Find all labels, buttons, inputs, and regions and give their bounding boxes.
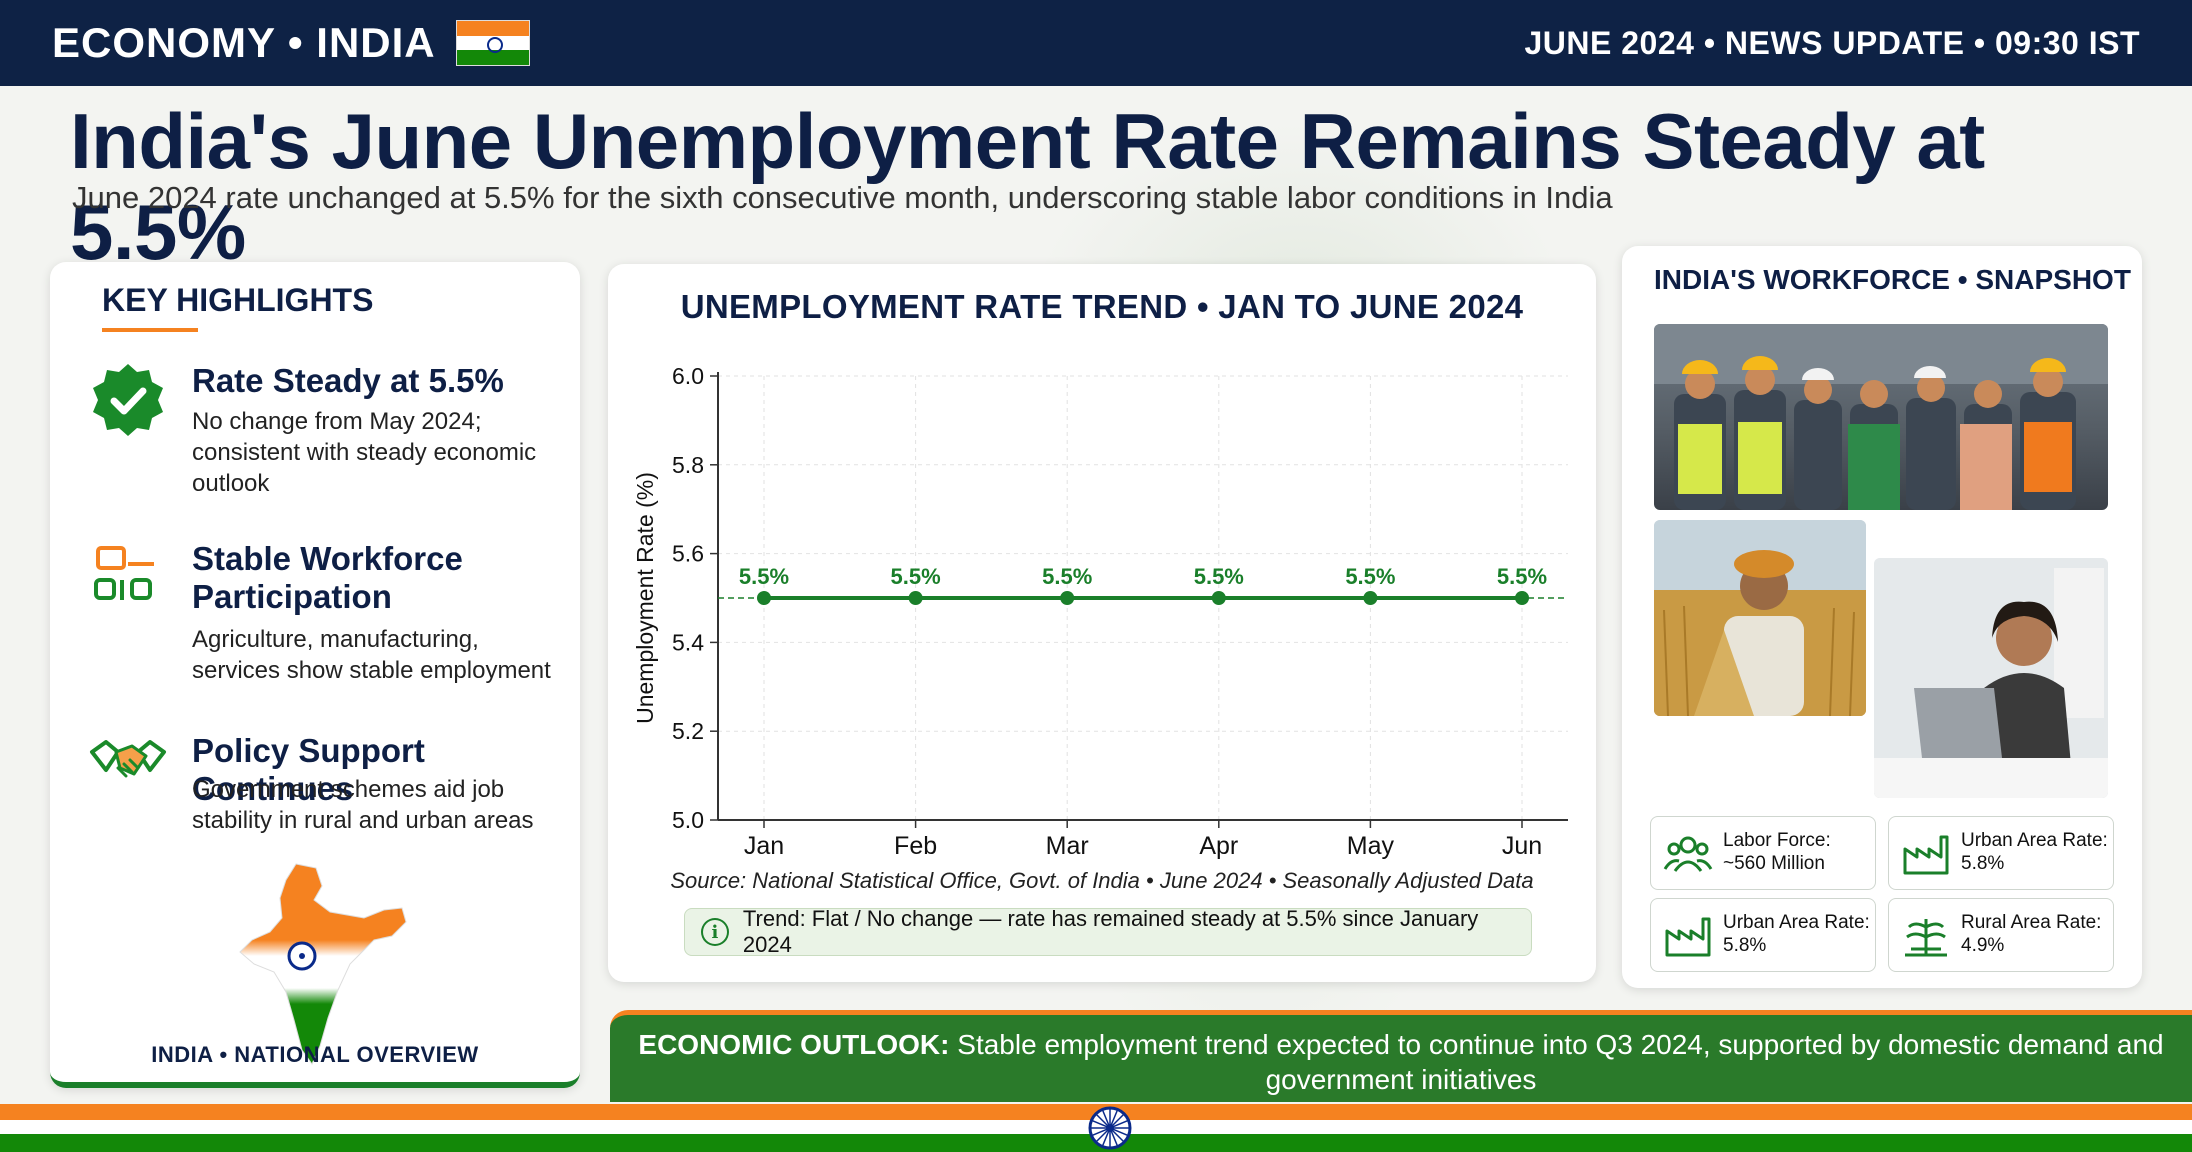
data-point [1363,591,1378,605]
x-tick-label: Jun [1502,832,1542,860]
data-label: 5.5% [891,564,941,589]
chart-source: Source: National Statistical Office, Gov… [670,868,1534,893]
ashoka-chakra-icon [1088,1106,1132,1150]
data-point [1515,591,1529,605]
page-subtitle: June 2024 rate unchanged at 5.5% for the… [72,180,1613,215]
highlight-title: Stable Workforce Participation [192,540,463,615]
workforce-card: INDIA'S WORKFORCE • SNAPSHOT [1622,246,2142,988]
data-label: 5.5% [1194,564,1244,589]
stat-value: 5.8% [1961,853,2005,874]
factory-icon [1903,835,1949,875]
factory-icon [1665,917,1711,957]
y-tick-label: 5.6 [672,541,704,567]
check-badge-icon [93,364,163,436]
highlight-title: Rate Steady at 5.5% [192,362,504,399]
section-label-text: ECONOMY • INDIA [52,19,436,66]
chart-card: 5.0 5.2 5.4 5.6 5.8 6.0 Jan Feb Mar Apr May Jun Unem… [608,264,1596,982]
stat-label: Rural Area Rate: [1961,912,2102,933]
outlook-banner: ECONOMIC OUTLOOK: Stable employment tren… [610,1010,2192,1102]
dateline: JUNE 2024 • NEWS UPDATE • 09:30 IST [1524,24,2140,61]
stat-text: Labor Force: ~560 Million [1723,829,1873,875]
stat-text: Rural Area Rate: 4.9% [1961,911,2111,957]
key-highlights-card: KEY HIGHLIGHTS Rate Steady at 5.5% No ch… [50,262,580,1088]
unemployment-line-chart: 5.0 5.2 5.4 5.6 5.8 6.0 Jan Feb Mar Apr May Jun Unem… [632,363,1568,860]
y-tick-label: 6.0 [672,363,704,389]
y-tick-label: 5.0 [672,807,704,833]
info-icon: i [701,918,729,946]
stat-card: Urban Area Rate: 5.8% [1888,816,2114,890]
y-axis-label: Unemployment Rate (%) [632,472,658,724]
data-label: 5.5% [1497,564,1547,589]
data-point [757,591,771,605]
workforce-icon [94,546,154,600]
highlight-description: No change from May 2024; consistent with… [192,408,537,497]
people-icon [1663,836,1713,872]
stat-label: Labor Force: [1723,830,1831,851]
data-label: 5.5% [1042,564,1092,589]
stat-label: Urban Area Rate: [1961,830,2108,851]
top-bar: ECONOMY • INDIA JUNE 2024 • NEWS UPDATE … [0,0,2192,86]
stat-text: Urban Area Rate: 5.8% [1723,911,1873,957]
data-label: 5.5% [1345,564,1395,589]
stat-card: Labor Force: ~560 Million [1650,816,1876,890]
highlight-title: Policy Support Continues [192,732,425,807]
trend-note: i Trend: Flat / No change — rate has rem… [684,906,1532,957]
workforce-title: INDIA'S WORKFORCE • SNAPSHOT [1654,264,2131,295]
x-tick-label: Jan [744,832,784,860]
x-tick-label: Apr [1199,832,1238,860]
highlight-description: Agriculture, manufacturing, services sho… [192,626,551,684]
india-flag-icon [455,20,530,66]
map-caption: INDIA • NATIONAL OVERVIEW [151,1042,479,1067]
stat-value: 4.9% [1961,935,2005,956]
x-tick-label: Feb [894,832,937,860]
workers-group-photo [1654,324,2108,510]
india-map-icon [239,863,407,1066]
handshake-icon [90,740,166,778]
stat-text: Urban Area Rate: 5.8% [1961,829,2111,875]
highlight-description: Government schemes aid job stability in … [192,776,534,834]
data-point [1060,591,1075,605]
stat-label: Urban Area Rate: [1723,912,1870,933]
y-tick-label: 5.4 [672,629,704,655]
trend-text: Trend: Flat / No change — rate has remai… [742,906,1479,957]
stat-card: Rural Area Rate: 4.9% [1888,898,2114,972]
chart-title: UNEMPLOYMENT RATE TREND • JAN TO JUNE 20… [680,288,1524,325]
farmer-photo [1654,520,1866,716]
page-title: India's June Unemployment Rate Remains S… [70,97,1985,276]
stat-card: Urban Area Rate: 5.8% [1650,898,1876,972]
section-label: ECONOMY • INDIA [52,19,530,67]
outlook-label: ECONOMIC OUTLOOK: [638,1029,950,1060]
data-point [908,591,923,605]
x-tick-label: Mar [1046,832,1089,860]
outlook-text: Stable employment trend expected to cont… [957,1029,2164,1095]
stat-value: ~560 Million [1723,853,1825,874]
key-highlights-title: KEY HIGHLIGHTS [102,282,374,318]
office-worker-photo [1874,558,2108,798]
x-tick-label: May [1347,832,1395,860]
y-tick-label: 5.2 [672,718,704,744]
stat-value: 5.8% [1723,935,1767,956]
data-point [1211,591,1226,605]
crop-icon [1905,919,1947,957]
title-underline [102,328,198,332]
y-tick-label: 5.8 [672,452,704,478]
data-label: 5.5% [739,564,789,589]
